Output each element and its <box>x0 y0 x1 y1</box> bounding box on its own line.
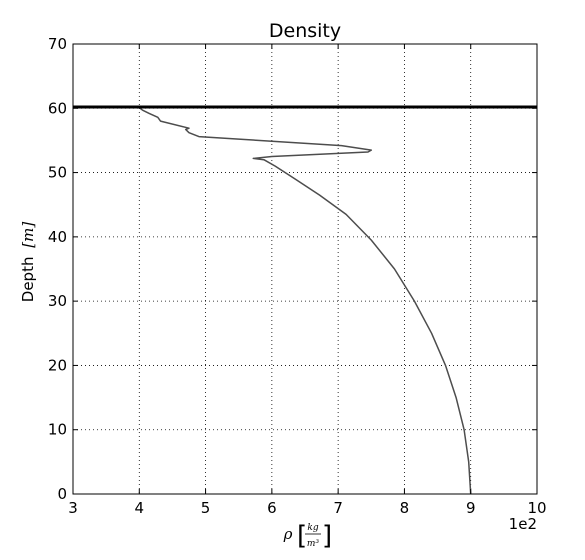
x-multiplier-label: 1e2 <box>509 515 537 533</box>
ticks: 3 4 5 6 7 8 9 10 0 10 20 30 40 50 60 70 <box>48 35 547 517</box>
y-axis-unit-open: [ <box>19 242 37 248</box>
y-tick-label: 20 <box>48 356 67 374</box>
y-axis-unit-close: ] <box>19 222 37 229</box>
x-tick-label: 4 <box>135 499 145 517</box>
x-tick-label: 9 <box>466 499 476 517</box>
x-tick-label: 6 <box>267 499 277 517</box>
x-axis-label: ρ [ kg m³ ] <box>283 521 333 551</box>
x-tick-label: 5 <box>201 499 211 517</box>
y-axis-label-text: Depth <box>19 257 37 303</box>
y-tick-label: 70 <box>48 35 67 53</box>
x-tick-label: 7 <box>333 499 343 517</box>
x-tick-label: 3 <box>68 499 78 517</box>
x-axis-unit-numerator: kg <box>307 523 318 533</box>
y-tick-label: 10 <box>48 421 67 439</box>
y-tick-label: 40 <box>48 228 67 246</box>
x-axis-symbol: ρ <box>283 525 293 543</box>
axes-frame <box>72 43 538 495</box>
y-axis-label: Depth [m] <box>19 222 37 303</box>
y-tick-label: 0 <box>57 485 67 503</box>
density-profile-line <box>138 107 472 495</box>
chart-title: Density <box>269 20 341 42</box>
grid <box>73 44 537 494</box>
x-axis-unit-denominator: m³ <box>307 539 320 549</box>
y-tick-label: 60 <box>48 99 67 117</box>
svg-text:Depth [m]: Depth [m] <box>19 222 37 303</box>
y-axis-unit: m <box>19 228 37 242</box>
x-tick-label: 8 <box>400 499 410 517</box>
y-tick-label: 50 <box>48 164 67 182</box>
x-axis-bracket-left: [ <box>297 521 307 551</box>
x-tick-label: 10 <box>527 499 546 517</box>
plot-area <box>73 105 537 495</box>
x-axis-bracket-right: ] <box>322 521 332 551</box>
y-tick-label: 30 <box>48 292 67 310</box>
